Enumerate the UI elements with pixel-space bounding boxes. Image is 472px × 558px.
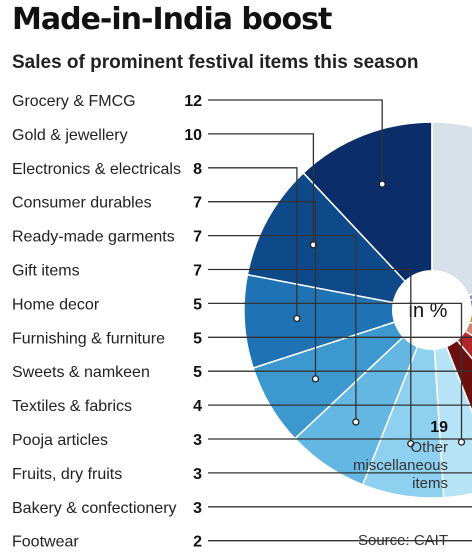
leader-lines <box>208 99 472 542</box>
value-label-13: 3 <box>193 500 202 517</box>
leader-line-12 <box>208 472 472 474</box>
leader-line-7 <box>208 302 463 443</box>
leader-dot-3 <box>293 314 301 323</box>
other-line-1: Other <box>410 439 448 456</box>
category-label-4: Consumer durables <box>12 195 152 212</box>
leader-line-8 <box>208 336 472 338</box>
category-label-11: Pooja articles <box>12 432 108 449</box>
value-label-4: 7 <box>193 195 202 212</box>
value-label-2: 10 <box>184 127 202 144</box>
chart-subtitle: Sales of prominent festival items this s… <box>12 52 419 73</box>
category-label-13: Bakery & confectionery <box>12 500 177 517</box>
category-label-9: Sweets & namkeen <box>12 364 150 381</box>
leader-dot-5 <box>352 418 360 426</box>
leader-dot-4 <box>311 375 320 383</box>
leader-line-9 <box>208 370 472 372</box>
category-label-12: Fruits, dry fruits <box>12 466 122 483</box>
leader-line-4 <box>208 201 317 379</box>
category-label-10: Textiles & fabrics <box>12 398 132 415</box>
value-label-7: 5 <box>193 296 202 313</box>
category-label-8: Furnishing & furniture <box>12 330 165 347</box>
leader-line-2 <box>208 133 315 245</box>
slice-8 <box>431 309 472 414</box>
other-line-3: items <box>412 475 448 492</box>
leader-line-6 <box>208 268 412 444</box>
category-label-3: Electronics & electricals <box>12 161 181 178</box>
slice-1 <box>302 121 433 312</box>
slice-3 <box>243 273 433 370</box>
leader-line-14 <box>208 540 472 542</box>
value-label-1: 12 <box>184 93 202 110</box>
value-label-5: 7 <box>193 229 202 246</box>
slice-7 <box>431 309 472 499</box>
leader-dot-6 <box>407 440 415 448</box>
leader-line-10 <box>208 404 472 406</box>
leader-line-3 <box>208 167 298 319</box>
other-line-2: miscellaneous <box>353 457 448 474</box>
category-label-7: Home decor <box>12 296 100 313</box>
value-label-12: 3 <box>193 466 202 483</box>
leader-dot-1 <box>378 180 386 188</box>
value-label-6: 7 <box>193 263 202 280</box>
value-label-9: 5 <box>193 364 202 381</box>
leader-line-5 <box>208 234 357 422</box>
value-label-14: 2 <box>193 534 202 551</box>
category-labels: Grocery & FMCG 12 Gold & jewellery 10Electr… <box>12 93 202 551</box>
chart-title: Made-in-India boost <box>12 2 332 37</box>
other-value: 19 <box>430 419 448 436</box>
leader-line-13 <box>208 506 472 508</box>
category-label-5: Ready-made garments <box>12 229 175 246</box>
category-label-2: Gold & jewellery <box>12 127 128 144</box>
source-note: Source: CAIT <box>358 532 448 549</box>
slice-other <box>431 121 472 312</box>
value-label-10: 4 <box>193 398 202 415</box>
other-label: 19 Other miscellaneous items <box>353 419 448 492</box>
leader-line-1 <box>208 99 383 185</box>
value-label-11: 3 <box>193 432 202 449</box>
category-label-14: Footwear <box>12 534 79 551</box>
leader-line-11 <box>208 438 472 440</box>
category-label-6: Gift items <box>12 263 80 280</box>
leader-dot-7 <box>457 438 466 446</box>
category-label-1: Grocery & FMCG <box>12 93 136 110</box>
value-label-3: 8 <box>193 161 202 178</box>
center-hole <box>392 270 472 350</box>
value-label-8: 5 <box>193 330 202 347</box>
center-label: in % <box>409 300 448 322</box>
